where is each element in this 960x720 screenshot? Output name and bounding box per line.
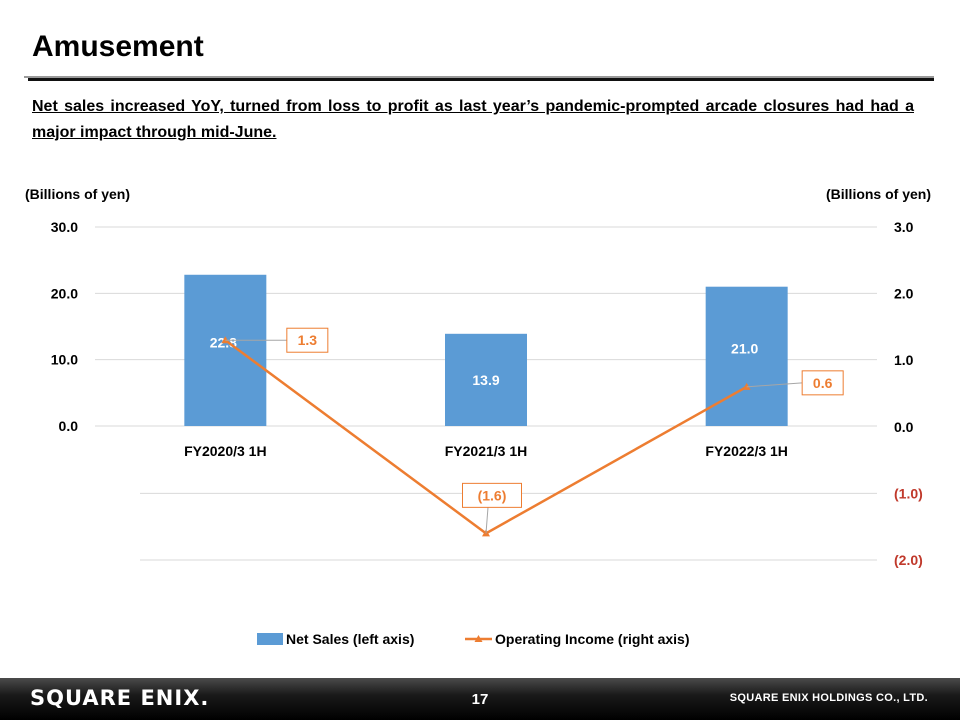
operating-income-label-box bbox=[801, 370, 844, 396]
square-enix-logo: SQUARE ENIX. bbox=[30, 686, 210, 710]
left-axis-tick-label: 30.0 bbox=[51, 219, 78, 235]
right-axis-tick-label: (1.0) bbox=[894, 485, 923, 501]
left-axis-tick-label: 0.0 bbox=[59, 418, 79, 434]
operating-income-data-label: 1.3 bbox=[298, 332, 318, 348]
net-sales-data-label: 13.9 bbox=[472, 372, 499, 388]
legend-label-net-sales: Net Sales (left axis) bbox=[286, 631, 414, 647]
net-sales-bar bbox=[184, 274, 267, 426]
right-axis-unit-label: (Billions of yen) bbox=[826, 186, 931, 202]
footer-bar: SQUARE ENIX. 17 SQUARE ENIX HOLDINGS CO.… bbox=[0, 678, 960, 720]
page-number: 17 bbox=[471, 691, 489, 708]
category-label: FY2020/3 1H bbox=[184, 443, 267, 459]
operating-income-label-box bbox=[462, 482, 522, 508]
right-axis-tick-label: (2.0) bbox=[894, 552, 923, 568]
category-label: FY2022/3 1H bbox=[705, 443, 788, 459]
operating-income-data-label: (1.6) bbox=[478, 487, 507, 503]
legend-label-operating-income: Operating Income (right axis) bbox=[495, 631, 689, 647]
net-sales-data-label: 21.0 bbox=[731, 341, 758, 357]
right-axis-tick-label: 2.0 bbox=[894, 286, 914, 302]
company-name: SQUARE ENIX HOLDINGS CO., LTD. bbox=[729, 692, 928, 704]
legend-swatch-net-sales bbox=[257, 633, 283, 645]
left-axis-unit-label: (Billions of yen) bbox=[25, 186, 130, 202]
operating-income-label-box bbox=[286, 327, 329, 353]
title-divider-shadow bbox=[24, 76, 934, 78]
amusement-chart: (Billions of yen) (Billions of yen) 0.0 10.… bbox=[25, 186, 931, 647]
legend-marker-operating-income bbox=[474, 635, 483, 642]
operating-income-leader-line bbox=[746, 382, 803, 388]
left-axis-tick-label: 20.0 bbox=[51, 285, 78, 301]
title-divider bbox=[28, 78, 934, 81]
category-label: FY2021/3 1H bbox=[445, 443, 528, 459]
left-axis-tick-label: 10.0 bbox=[51, 352, 78, 368]
operating-income-leader-line bbox=[485, 507, 489, 534]
operating-income-data-label: 0.6 bbox=[813, 375, 833, 391]
right-axis-tick-label: 3.0 bbox=[894, 219, 914, 235]
right-axis-tick-label: 0.0 bbox=[894, 419, 914, 435]
net-sales-bar bbox=[445, 333, 527, 426]
page-title: Amusement bbox=[32, 30, 204, 63]
lead-statement: Net sales increased YoY, turned from los… bbox=[32, 98, 914, 141]
right-axis-tick-label: 1.0 bbox=[894, 352, 914, 368]
